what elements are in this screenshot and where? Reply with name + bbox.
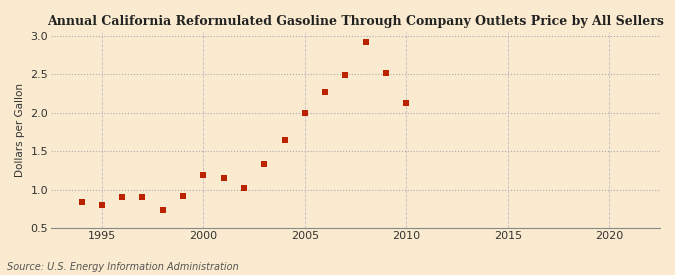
Y-axis label: Dollars per Gallon: Dollars per Gallon	[15, 83, 25, 177]
Point	[340, 73, 351, 77]
Text: Source: U.S. Energy Information Administration: Source: U.S. Energy Information Administ…	[7, 262, 238, 272]
Point	[300, 111, 310, 116]
Point	[157, 208, 168, 213]
Point	[320, 90, 331, 94]
Point	[401, 100, 412, 105]
Point	[178, 194, 188, 199]
Point	[279, 138, 290, 142]
Point	[238, 186, 249, 190]
Title: Annual California Reformulated Gasoline Through Company Outlets Price by All Sel: Annual California Reformulated Gasoline …	[47, 15, 664, 28]
Point	[76, 200, 87, 204]
Point	[117, 195, 128, 199]
Point	[259, 162, 269, 166]
Point	[198, 173, 209, 177]
Point	[97, 203, 107, 207]
Point	[381, 70, 392, 75]
Point	[360, 40, 371, 44]
Point	[218, 176, 229, 180]
Point	[137, 195, 148, 199]
